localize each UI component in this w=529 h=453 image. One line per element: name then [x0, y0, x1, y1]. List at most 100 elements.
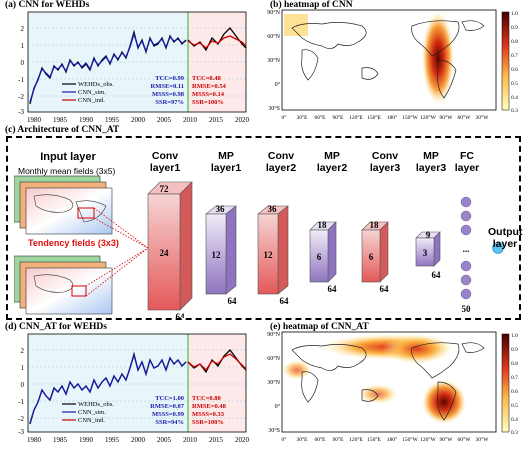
legend-d: WEHDs_obs. CNN_sim. CNN_ind. — [62, 401, 114, 424]
xtick-d: 2010 — [183, 436, 198, 444]
lat-label: 30°N — [267, 379, 280, 386]
stat-sim: RMSE=0.11 — [151, 83, 185, 90]
legend-label: WEHDs_obs. — [78, 81, 114, 88]
stat-ind: MSSS=0.14 — [192, 91, 225, 98]
cb-label: 0.5 — [511, 403, 518, 409]
layer-title-mp1: MP layer1 — [210, 150, 242, 174]
fc-ellipsis: ... — [463, 244, 470, 254]
panel-b-heatmap: 90°N 60°N 30°N 0° 30°S 0° 30°E 60°E 90°E… — [267, 9, 518, 121]
panel-a-title: (a) CNN for WEHDs — [5, 0, 90, 10]
lat-label: 60°N — [267, 355, 280, 362]
lon-label: 90°W — [440, 436, 454, 443]
xtick-a: 1985 — [53, 116, 68, 124]
stat-ind: SSR=100% — [192, 99, 224, 106]
lon-label: 30°W — [476, 436, 490, 443]
output-layer-title: Output layer — [488, 226, 523, 250]
lon-label: 120°W — [420, 114, 436, 121]
xtick-d: 1990 — [79, 436, 94, 444]
dim-label: 72 — [160, 184, 170, 194]
stat-sim: RMSE=0.07 — [150, 403, 185, 410]
xtick-d: 1985 — [53, 436, 68, 444]
cb-label: 0.5 — [511, 81, 518, 87]
ytick-d: -2 — [18, 415, 24, 423]
cb-label: 0.7 — [511, 53, 518, 59]
cb-label: 0.3 — [511, 430, 518, 436]
receptive-field-lines — [85, 207, 149, 297]
cb-label: 1.0 — [511, 11, 518, 17]
dim-label: 36 — [268, 204, 278, 214]
stat-sim: TCC=0.99 — [155, 75, 185, 82]
lon-label: 90°E — [332, 436, 344, 443]
stat-sim: MSSS=0.98 — [152, 91, 185, 98]
xtick-a: 2010 — [183, 116, 198, 124]
panel-d-title: (d) CNN_AT for WEHDs — [5, 322, 107, 332]
dim-label: 6 — [369, 252, 374, 262]
sim-series-d — [29, 352, 187, 424]
lon-label: 150°W — [402, 114, 418, 121]
dim-label: 64 — [380, 284, 390, 294]
architecture-diagram — [14, 175, 149, 315]
lon-label: 0° — [282, 114, 287, 121]
world-coastlines-b — [291, 20, 485, 99]
mp-layer1-block — [205, 205, 237, 295]
stat-ind: TCC=0.80 — [192, 395, 221, 402]
lon-label: 30°E — [296, 436, 308, 443]
lat-label: 90°N — [267, 331, 280, 338]
layer-title-mp3: MP layer3 — [415, 150, 447, 174]
xtick-a: 2005 — [157, 116, 172, 124]
output-neuron — [492, 242, 504, 254]
stat-sim: MSSS=0.99 — [152, 411, 185, 418]
conv-layer1-block — [147, 181, 193, 311]
legend-label: CNN_ind. — [78, 97, 105, 104]
ytick-d: 1 — [21, 364, 25, 372]
cb-label: 0.4 — [511, 95, 518, 101]
legend-label: CNN_ind. — [78, 417, 105, 424]
dim-label: 12 — [264, 250, 274, 260]
fc-count: 50 — [462, 304, 472, 314]
dim-label: 24 — [160, 248, 170, 258]
lon-label: 60°W — [458, 114, 472, 121]
ytick-d: -3 — [18, 428, 24, 436]
conv-layer2-block — [257, 205, 289, 295]
sim-series-a — [29, 31, 187, 103]
dim-label: 12 — [212, 250, 222, 260]
dim-label: 3 — [423, 248, 428, 258]
dim-label: 6 — [317, 252, 322, 262]
lon-label: 60°E — [314, 114, 326, 121]
stat-ind: TCC=0.48 — [192, 75, 222, 82]
lat-label: 90°N — [267, 9, 280, 16]
xtick-d: 2000 — [131, 436, 146, 444]
conv-layer3-block — [361, 221, 389, 283]
ytick-a: -3 — [18, 108, 24, 116]
mp-layer2-block — [309, 221, 337, 283]
cb-label: 0.4 — [511, 417, 518, 423]
ind-series-d — [187, 353, 247, 372]
layer-blocks: 72 24 64 36 12 64 36 12 64 18 6 64 18 6 … — [147, 181, 504, 318]
lon-label: 120°E — [349, 114, 363, 121]
lat-label: 0° — [275, 81, 281, 88]
lon-label: 90°W — [440, 114, 454, 121]
lon-label: 120°W — [420, 436, 436, 443]
lat-label: 30°S — [268, 427, 280, 434]
xtick-a: 1990 — [79, 116, 94, 124]
lon-label: 60°E — [314, 436, 326, 443]
xtick-a: 1995 — [105, 116, 120, 124]
lon-label: 30°W — [476, 114, 490, 121]
dim-label: 9 — [426, 230, 431, 240]
lat-label: 0° — [275, 403, 281, 410]
lon-label: 150°E — [367, 114, 381, 121]
ytick-d: 0 — [21, 381, 25, 389]
xtick-d: 2005 — [157, 436, 172, 444]
cb-label: 0.6 — [511, 67, 518, 73]
layer-title-fc: FC layer — [454, 150, 480, 174]
ytick-a: 2 — [21, 25, 25, 33]
lon-label: 180° — [387, 114, 397, 121]
legend-label: WEHDs_obs. — [78, 401, 114, 408]
lon-label: 150°E — [367, 436, 381, 443]
ytick-d: -1 — [18, 398, 24, 406]
ytick-a: -1 — [18, 76, 24, 84]
world-coastlines-e — [291, 342, 485, 421]
layer-title-conv1: Conv layer1 — [149, 150, 181, 174]
dim-label: 64 — [228, 296, 238, 306]
ytick-a: 0 — [21, 59, 25, 67]
